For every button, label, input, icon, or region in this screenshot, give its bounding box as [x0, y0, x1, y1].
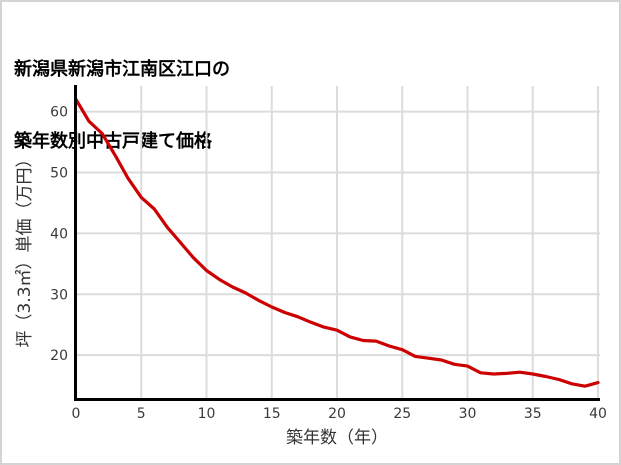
x-tick-label: 30	[459, 406, 477, 422]
x-tick-label: 20	[328, 406, 346, 422]
axes	[74, 85, 600, 401]
x-tick-label: 15	[263, 406, 281, 422]
x-tick-label: 10	[198, 406, 216, 422]
chart-title-line1: 新潟県新潟市江南区江口の	[14, 59, 230, 80]
gridlines	[76, 86, 600, 399]
chart-title: 新潟県新潟市江南区江口の 築年数別中古戸建て価格	[14, 10, 230, 202]
plot-area	[74, 97, 600, 388]
x-tick-label: 40	[589, 406, 607, 422]
x-tick-label: 0	[72, 406, 81, 422]
x-tick-label: 25	[393, 406, 411, 422]
x-tick-label: 5	[137, 406, 146, 422]
tick-labels: 0 5 10 15 20 25 30 35 40 20 30 40 50 60	[50, 105, 607, 422]
y-tick-label: 30	[50, 287, 68, 303]
y-tick-label: 60	[50, 105, 68, 121]
chart-title-line2: 築年数別中古戸建て価格	[14, 131, 212, 152]
x-tick-label: 35	[524, 406, 542, 422]
y-axis-label: 坪（3.3㎡）単価（万円）	[15, 150, 35, 347]
price-line	[74, 97, 600, 388]
y-tick-label: 50	[50, 165, 68, 181]
y-tick-label: 40	[50, 226, 68, 242]
x-axis-label: 築年数（年）	[286, 428, 388, 448]
y-tick-label: 20	[50, 348, 68, 364]
